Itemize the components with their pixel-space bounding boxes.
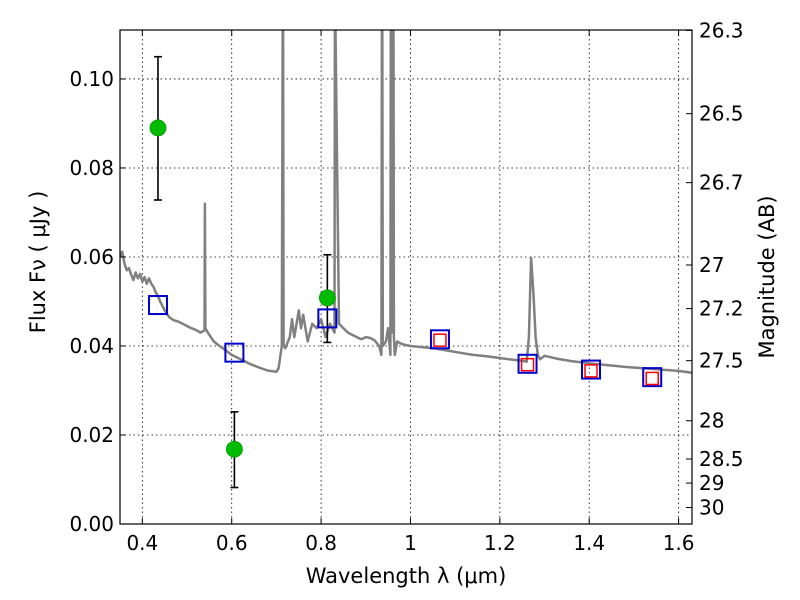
- mag-tick-label: 27: [699, 253, 724, 277]
- mag-tick-label: 26.5: [699, 102, 744, 126]
- model-point-square-small: [433, 333, 447, 347]
- observed-point: [318, 289, 336, 307]
- x-tick-label: 1.4: [573, 531, 605, 555]
- x-tick-label: 0.4: [126, 531, 158, 555]
- model-point-square: [517, 353, 538, 374]
- mag-tick-label: 27.5: [699, 349, 744, 373]
- model-point-square-small: [520, 357, 535, 372]
- mag-tick-label: 28: [699, 409, 724, 433]
- x-tick-label: 1.2: [484, 531, 516, 555]
- y-tick-label: 0.10: [69, 67, 114, 91]
- model-point-square: [147, 295, 168, 316]
- model-point-square: [317, 308, 338, 329]
- y2-axis-label: Magnitude (AB): [755, 195, 779, 358]
- plot-frame: [119, 29, 693, 525]
- mag-tick-label: 26.7: [699, 171, 744, 195]
- observed-point: [149, 119, 167, 137]
- x-axis-label: Wavelength λ (μm): [306, 564, 507, 588]
- axis-ticks: 0.4 0.6 0.8 1 1.2 1.4 1.6 0.00 0.02 0.04 0.06 0.08 0…: [69, 18, 743, 555]
- y-tick-label: 0.00: [69, 512, 114, 536]
- y-axis-label: Flux Fν ( μJy ): [26, 191, 50, 334]
- x-tick-label: 0.8: [305, 531, 337, 555]
- y-tick-label: 0.02: [69, 423, 114, 447]
- model-point-square-small: [584, 364, 598, 378]
- x-tick-label: 0.6: [216, 531, 248, 555]
- x-tick-label: 1.6: [663, 531, 695, 555]
- mag-tick-label: 28.5: [699, 447, 744, 471]
- y-tick-label: 0.06: [69, 245, 114, 269]
- model-point-square: [429, 329, 450, 350]
- mag-tick-label: 26.3: [699, 18, 744, 42]
- model-point-square-small: [645, 371, 659, 386]
- plot-area: [120, 30, 692, 489]
- model-point-square: [224, 342, 245, 363]
- model-point-square: [581, 359, 602, 380]
- mag-tick-label: 27.2: [699, 297, 744, 321]
- y-tick-label: 0.08: [69, 156, 114, 180]
- mag-tick-label: 29: [699, 471, 724, 495]
- observed-point: [225, 440, 243, 458]
- y-tick-label: 0.04: [69, 334, 114, 358]
- x-tick-label: 1: [404, 531, 417, 555]
- mag-tick-label: 30: [699, 496, 724, 520]
- model-point-square: [642, 367, 663, 388]
